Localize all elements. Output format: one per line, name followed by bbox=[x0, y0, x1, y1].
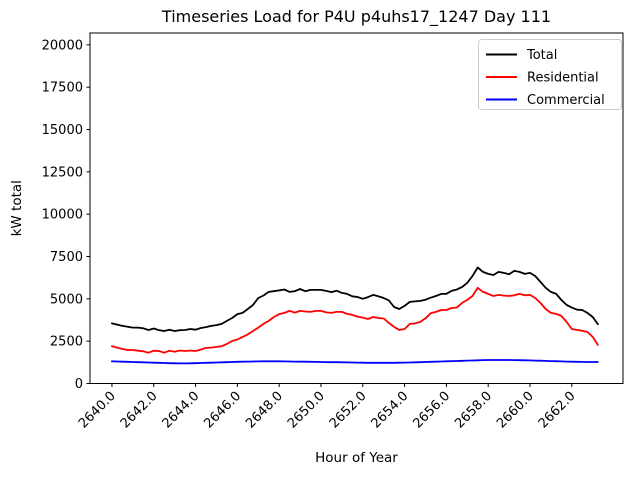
y-tick-label: 2500 bbox=[50, 335, 83, 350]
y-axis-label: kW total bbox=[9, 180, 25, 236]
y-tick-label: 20000 bbox=[42, 38, 83, 53]
legend-label-commercial: Commercial bbox=[527, 93, 605, 108]
residential-line bbox=[111, 286, 599, 354]
y-tick-label: 12500 bbox=[42, 165, 83, 180]
y-tick-label: 5000 bbox=[50, 292, 83, 307]
x-axis-label: Hour of Year bbox=[315, 450, 398, 466]
legend-label-residential: Residential bbox=[527, 71, 599, 86]
y-tick-label: 17500 bbox=[42, 81, 83, 96]
y-tick-label: 10000 bbox=[42, 208, 83, 223]
commercial-line bbox=[111, 359, 599, 365]
y-tick-label: 7500 bbox=[50, 250, 83, 265]
legend-label-total: Total bbox=[526, 48, 557, 63]
y-tick-label: 15000 bbox=[42, 123, 83, 138]
y-tick-label: 0 bbox=[75, 377, 83, 392]
chart-title: Timeseries Load for P4U p4uhs17_1247 Day… bbox=[161, 7, 551, 27]
y-axis: 0 2500 5000 7500 10000 12500 15000 17500 20000 bbox=[42, 38, 90, 392]
total-line bbox=[111, 266, 599, 332]
legend: Total Residential Commercial bbox=[478, 39, 622, 110]
legend-box bbox=[478, 39, 622, 110]
